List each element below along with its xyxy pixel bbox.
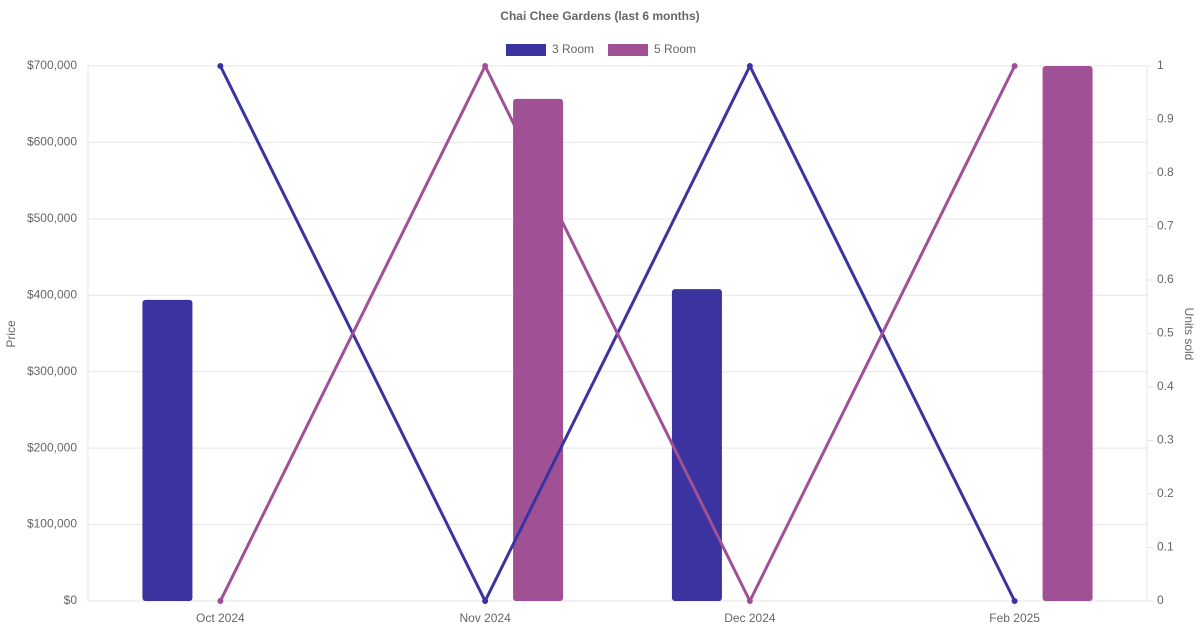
- y2-tick-label: 0: [1157, 593, 1164, 607]
- y-tick-label: $700,000: [27, 58, 77, 72]
- y2-tick-label: 0.8: [1157, 165, 1174, 179]
- x-tick-label: Oct 2024: [196, 611, 245, 625]
- x-tick-label: Dec 2024: [724, 611, 776, 625]
- legend-label: 3 Room: [552, 42, 594, 56]
- y-tick-label: $100,000: [27, 517, 77, 531]
- x-tick-label: Feb 2025: [989, 611, 1040, 625]
- chart-title: Chai Chee Gardens (last 6 months): [500, 9, 699, 23]
- y-tick-label: $600,000: [27, 135, 77, 149]
- legend-swatch: [608, 44, 649, 56]
- y2-tick-label: 0.3: [1157, 433, 1174, 447]
- y2-tick-label: 1: [1157, 58, 1164, 72]
- y2-tick-label: 0.6: [1157, 272, 1174, 286]
- y2-tick-label: 0.4: [1157, 379, 1174, 393]
- line-point: [1011, 598, 1018, 604]
- y2-tick-label: 0.9: [1157, 112, 1174, 126]
- bar: [142, 299, 193, 601]
- line-point: [217, 598, 224, 604]
- bar: [513, 98, 564, 601]
- y-tick-label: $200,000: [27, 440, 77, 454]
- bar: [671, 289, 722, 601]
- x-tick-label: Nov 2024: [459, 611, 511, 625]
- y-tick-label: $0: [64, 593, 78, 607]
- bar: [1042, 66, 1093, 601]
- line-point: [482, 598, 489, 604]
- line-point: [1011, 63, 1018, 69]
- line: [219, 62, 1016, 605]
- line-point: [746, 598, 753, 604]
- y2-tick-label: 0.1: [1157, 540, 1174, 554]
- line-point: [482, 63, 489, 69]
- y-tick-label: $400,000: [27, 287, 77, 301]
- y2-tick-label: 0.2: [1157, 486, 1174, 500]
- y-tick-label: $300,000: [27, 364, 77, 378]
- y2-tick-label: 0.7: [1157, 219, 1174, 233]
- legend-label: 5 Room: [654, 42, 696, 56]
- y-axis-label: Price: [4, 320, 18, 348]
- y2-tick-label: 0.5: [1157, 326, 1174, 340]
- line-point: [746, 63, 753, 69]
- legend-swatch: [506, 44, 546, 56]
- y2-axis-label: Units sold: [1182, 308, 1196, 361]
- line-point: [217, 63, 224, 69]
- y-tick-label: $500,000: [27, 211, 77, 225]
